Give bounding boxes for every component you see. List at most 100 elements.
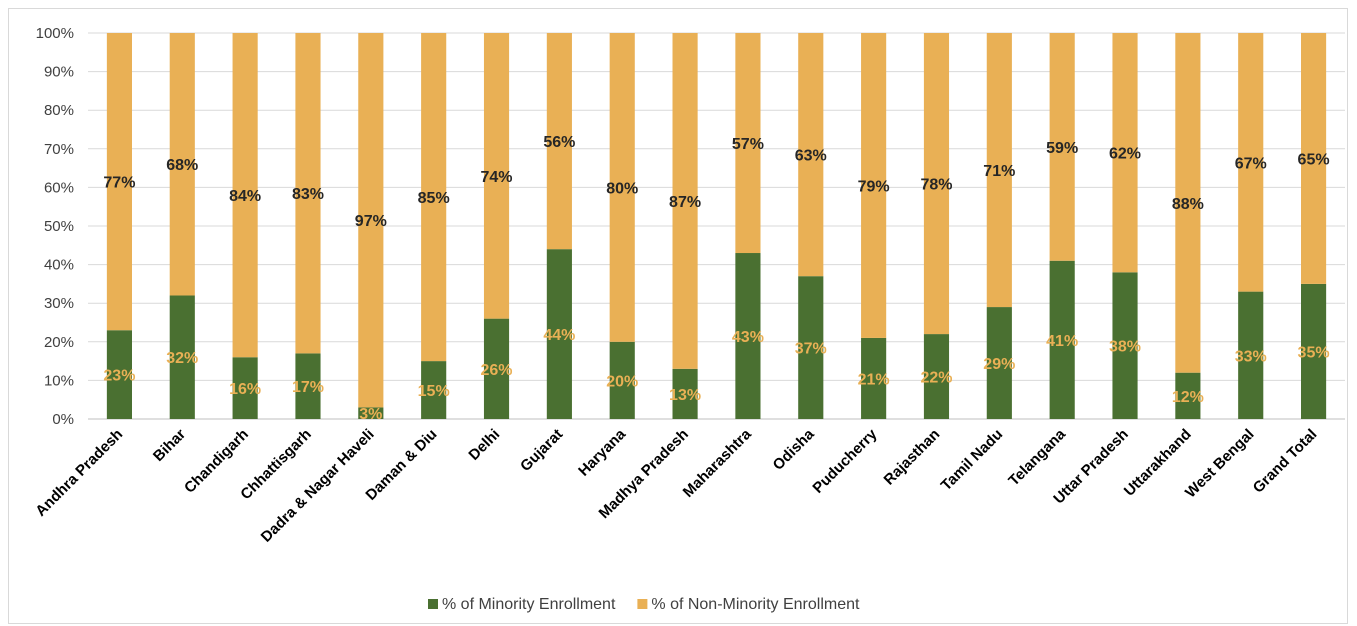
non-minority-data-label: 62% (1109, 146, 1141, 163)
minority-bar (1112, 272, 1138, 419)
y-tick-label: 90% (44, 64, 74, 81)
minority-data-label: 21% (858, 371, 890, 388)
non-minority-data-label: 57% (732, 136, 764, 153)
x-category-label: Gujarat (517, 426, 566, 475)
minority-data-label: 16% (229, 381, 261, 398)
x-category-label: Tamil Nadu (938, 426, 1006, 494)
non-minority-data-label: 77% (103, 175, 135, 192)
non-minority-bar (798, 33, 824, 277)
non-minority-data-label: 74% (481, 169, 513, 186)
minority-data-label: 15% (418, 383, 450, 400)
minority-data-label: 13% (669, 387, 701, 404)
y-tick-label: 80% (44, 102, 74, 119)
minority-data-label: 29% (983, 356, 1015, 373)
non-minority-data-label: 59% (1046, 140, 1078, 157)
minority-data-label: 33% (1235, 348, 1267, 365)
minority-data-label: 44% (543, 327, 575, 344)
non-minority-bar (232, 33, 258, 358)
y-tick-label: 0% (52, 411, 74, 428)
minority-bar (232, 357, 258, 419)
x-category-label: Dadra & Nagar Haveli (258, 426, 378, 546)
minority-data-label: 3% (359, 406, 382, 423)
legend-entry-label: % of Minority Enrollment (442, 596, 616, 613)
minority-bar (861, 337, 887, 419)
non-minority-data-label: 84% (229, 188, 261, 205)
non-minority-data-label: 80% (606, 180, 638, 197)
non-minority-bar (1238, 33, 1264, 292)
minority-data-label: 22% (920, 370, 952, 387)
legend-swatch (428, 599, 438, 609)
non-minority-bar (923, 33, 950, 335)
y-tick-label: 50% (44, 218, 74, 235)
minority-data-label: 26% (481, 362, 513, 379)
y-tick-label: 40% (44, 257, 74, 274)
x-category-label: Bihar (150, 426, 189, 465)
data-labels: 23% 77% 32% 68% 16% 84% 17% 83% 3% 97% 15% 85% 26% 74… (103, 134, 1329, 423)
non-minority-data-label: 68% (166, 157, 198, 174)
non-minority-data-label: 71% (983, 163, 1015, 180)
x-category-label: Delhi (465, 426, 503, 464)
bars (106, 33, 1327, 419)
y-tick-label: 70% (44, 141, 74, 158)
minority-bar (106, 330, 132, 419)
minority-data-label: 20% (606, 373, 638, 390)
minority-bar (1049, 260, 1075, 419)
minority-bar (735, 253, 761, 419)
minority-bar (609, 341, 635, 419)
non-minority-bar (861, 33, 887, 338)
minority-data-label: 43% (732, 329, 764, 346)
minority-data-label: 17% (292, 379, 324, 396)
minority-data-label: 32% (166, 350, 198, 367)
minority-bar (672, 368, 698, 419)
non-minority-bar (358, 33, 384, 408)
minority-data-label: 23% (103, 368, 135, 385)
non-minority-bar (1175, 33, 1201, 373)
x-category-label: Maharashtra (680, 425, 756, 501)
legend-entry-label: % of Non-Minority Enrollment (651, 596, 860, 613)
x-category-label: Puducherry (809, 425, 880, 496)
gridlines (88, 32, 1345, 420)
non-minority-bar (986, 33, 1012, 308)
non-minority-bar (672, 33, 698, 369)
legend: % of Minority Enrollment % of Non-Minorit… (428, 596, 860, 613)
non-minority-bar (421, 33, 447, 362)
y-tick-label: 20% (44, 334, 74, 351)
non-minority-data-label: 78% (920, 177, 952, 194)
non-minority-bar (609, 33, 635, 342)
minority-data-label: 12% (1172, 389, 1204, 406)
non-minority-bar (1112, 33, 1138, 273)
non-minority-data-label: 63% (795, 148, 827, 165)
minority-bar (1175, 372, 1201, 419)
non-minority-bar (106, 33, 132, 331)
non-minority-bar (295, 33, 321, 354)
minority-bar (483, 318, 510, 419)
minority-bar (295, 353, 321, 419)
non-minority-data-label: 65% (1298, 151, 1330, 168)
minority-bar (358, 407, 384, 419)
non-minority-bar (735, 33, 761, 254)
minority-data-label: 41% (1046, 333, 1078, 350)
legend-swatch (637, 599, 648, 609)
non-minority-bar (1049, 33, 1075, 261)
x-category-label: Telangana (1005, 425, 1069, 489)
minority-bar (986, 307, 1012, 419)
x-category-label: Odisha (770, 425, 818, 473)
minority-bar (923, 334, 950, 419)
minority-data-label: 37% (795, 341, 827, 358)
x-category-label: Andhra Pradesh (32, 426, 126, 520)
non-minority-data-label: 79% (858, 178, 890, 195)
chart-frame (8, 8, 1348, 624)
minority-bar (546, 249, 572, 419)
y-tick-label: 100% (36, 25, 74, 42)
y-axis-ticks: 0% 10% 20% 30% 40% 50% 60% 70% 80% 90% 100% (36, 25, 74, 428)
minority-bar (169, 295, 195, 419)
minority-bar (1238, 291, 1264, 419)
minority-data-label: 35% (1298, 344, 1330, 361)
non-minority-bar (1301, 33, 1327, 284)
non-minority-data-label: 87% (669, 194, 701, 211)
non-minority-data-label: 67% (1235, 155, 1267, 172)
x-category-label: Rajasthan (881, 426, 944, 489)
x-axis-labels: Andhra Pradesh BiharChandigarhChhattisgar… (32, 425, 1320, 545)
non-minority-data-label: 83% (292, 186, 324, 203)
